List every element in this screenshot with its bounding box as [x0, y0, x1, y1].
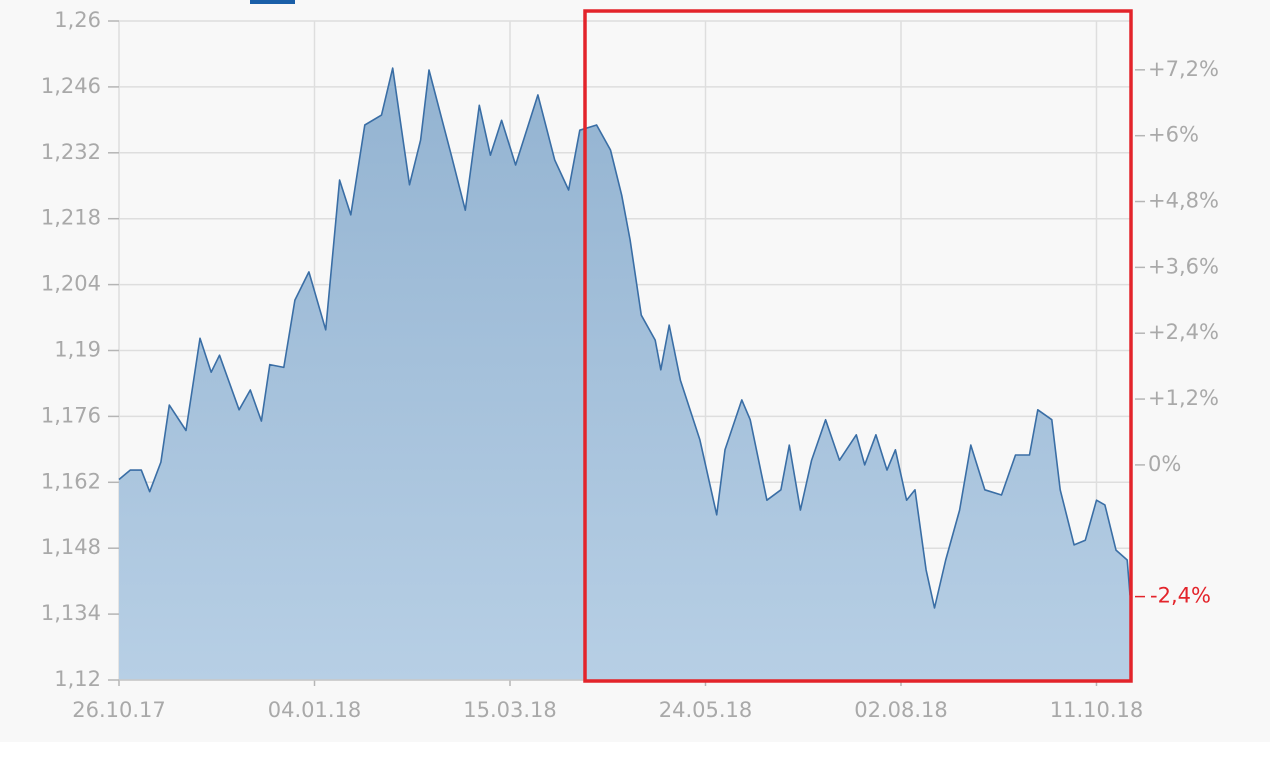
highlight-box	[583, 9, 1133, 683]
y-tick-label: 1,148	[41, 535, 101, 559]
area-fill	[119, 68, 1130, 681]
y-tick-label: 1,19	[54, 338, 101, 362]
y-tick-label: 1,176	[41, 403, 101, 427]
y-tick-label: 1,12	[54, 667, 101, 691]
x-tick-label: 04.01.18	[268, 698, 362, 722]
y-tick-label: 1,26	[54, 8, 101, 32]
price-line	[118, 67, 1131, 609]
y2-tick-label: +3,6%	[1148, 254, 1219, 278]
y-tick-label: 1,162	[41, 469, 101, 493]
current-label: -2,4%	[1150, 584, 1211, 608]
x-tick-label: 15.03.18	[463, 698, 557, 722]
axes: 1,12 1,134 1,148 1,162 1,176 1,19 1,204 1,218 1,…	[41, 8, 1219, 722]
y-tick-label: 1,218	[41, 206, 101, 230]
y2-tick-label: +4,8%	[1148, 189, 1219, 213]
x-tick-label: 24.05.18	[659, 698, 753, 722]
x-tick-label: 26.10.17	[72, 698, 166, 722]
y2-tick-label: +7,2%	[1148, 57, 1219, 81]
y2-tick-label: +1,2%	[1148, 386, 1219, 410]
y-tick-label: 1,204	[41, 272, 101, 296]
y2-tick-label: +2,4%	[1148, 320, 1219, 344]
y-tick-label: 1,134	[41, 601, 101, 625]
x-tick-label: 11.10.18	[1050, 698, 1144, 722]
y2-tick-label: 0%	[1148, 452, 1181, 476]
y2-tick-label: +6%	[1148, 123, 1199, 147]
x-tick-label: 02.08.18	[854, 698, 948, 722]
top-tab	[250, 0, 295, 4]
y-tick-label: 1,232	[41, 140, 101, 164]
y-tick-label: 1,246	[41, 74, 101, 98]
plot	[118, 67, 1131, 681]
